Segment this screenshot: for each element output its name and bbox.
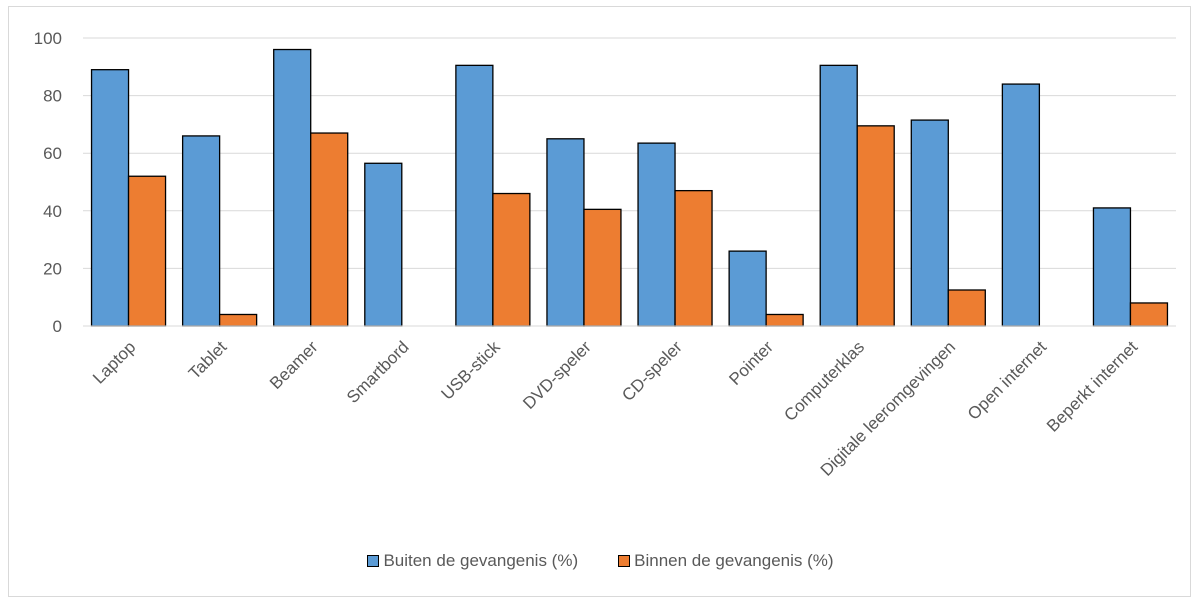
category-label: Open internet	[964, 337, 1050, 423]
y-tick-label: 80	[43, 87, 62, 106]
y-tick-label: 100	[34, 29, 62, 48]
bar-binnen-laptop	[127, 175, 167, 327]
bar-buiten-beamer	[273, 48, 312, 327]
legend-item-binnen: Binnen de gevangenis (%)	[618, 551, 834, 571]
bar-buiten-computerklas	[819, 64, 858, 327]
legend-item-buiten: Buiten de gevangenis (%)	[367, 551, 578, 571]
category-label: Pointer	[725, 337, 777, 389]
bar-buiten-open-internet	[1001, 83, 1041, 327]
legend-label-buiten: Buiten de gevangenis (%)	[383, 551, 579, 570]
bar-buiten-cd-speler	[637, 142, 676, 327]
bar-buiten-dvd-speler	[546, 138, 585, 327]
y-tick-label: 60	[43, 144, 62, 163]
bar-binnen-pointer	[765, 313, 804, 327]
bar-buiten-smartbord	[364, 162, 403, 327]
category-label: Laptop	[89, 337, 139, 387]
legend-swatch-binnen	[618, 555, 631, 567]
y-axis-tick-labels: 0 20 40 60 80 100	[34, 29, 62, 336]
legend-swatch-buiten	[367, 555, 380, 567]
bar-binnen-cd-speler	[674, 189, 713, 327]
bar-buiten-tablet	[181, 135, 221, 327]
category-label: DVD-speler	[519, 337, 595, 413]
bar-buiten-pointer	[728, 250, 767, 327]
category-label: Smartbord	[343, 337, 413, 407]
category-label: Beamer	[266, 337, 322, 393]
category-label: CD-speler	[618, 337, 686, 405]
legend: Buiten de gevangenis (%) Binnen de gevan…	[0, 551, 1201, 571]
bar-binnen-beamer	[310, 132, 349, 327]
category-labels: Laptop Tablet Beamer Smartbord USB-stick DVD-…	[89, 337, 1141, 480]
y-tick-label: 0	[53, 317, 62, 336]
bars	[90, 48, 1169, 327]
y-tick-label: 20	[43, 259, 62, 278]
bar-binnen-beperkt-internet	[1129, 302, 1169, 327]
category-label: USB-stick	[438, 337, 505, 404]
bar-binnen-computerklas	[856, 125, 895, 327]
category-label: Tablet	[185, 337, 231, 383]
gridlines	[83, 37, 1176, 269]
bar-buiten-digitale-leeromgevingen	[910, 119, 949, 327]
y-tick-label: 40	[43, 202, 62, 221]
bar-binnen-tablet	[218, 313, 258, 327]
bar-buiten-laptop	[90, 69, 130, 327]
category-label: Computerklas	[780, 337, 868, 425]
bar-binnen-dvd-speler	[583, 208, 622, 327]
bar-binnen-digitale-leeromgevingen	[947, 289, 986, 327]
bar-buiten-beperkt-internet	[1092, 207, 1132, 327]
category-label: Beperkt internet	[1043, 337, 1141, 435]
legend-label-binnen: Binnen de gevangenis (%)	[634, 551, 834, 570]
bar-binnen-usb-stick	[492, 192, 531, 327]
bar-buiten-usb-stick	[455, 64, 494, 327]
